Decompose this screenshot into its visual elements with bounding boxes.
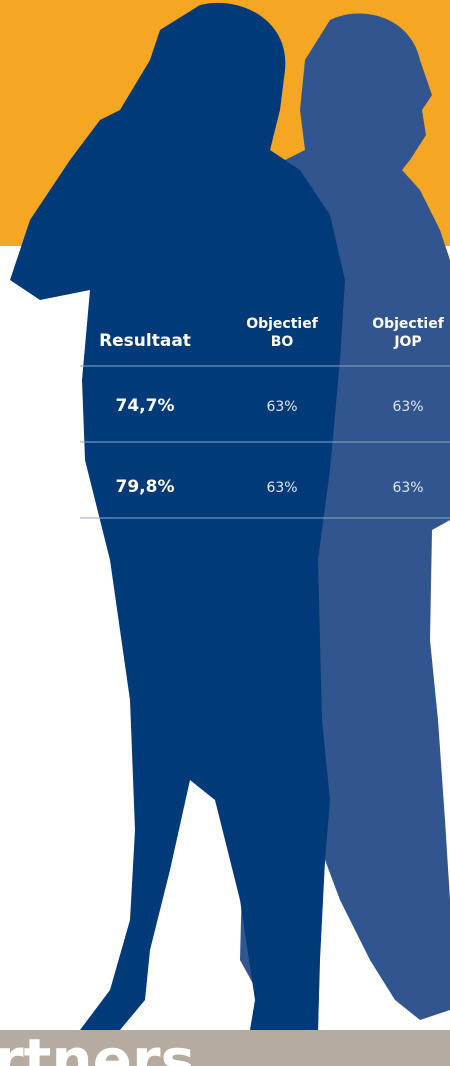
woman-silhouette — [10, 2, 345, 1031]
table-cell: 79,8% — [116, 477, 175, 497]
gray-band — [0, 1030, 450, 1066]
header-cell: Objectief — [246, 316, 319, 332]
footer-text: rtners — [0, 1026, 195, 1066]
table-cell: 63% — [266, 399, 297, 415]
table-cell: 74,7% — [116, 396, 175, 416]
header-cell: BO — [271, 334, 294, 350]
table-cell: 63% — [392, 399, 423, 415]
header-cell: JOP — [393, 334, 421, 350]
header-cell: Resultaat — [99, 331, 191, 351]
header-cell: Objectief — [372, 316, 445, 332]
table-cell: 63% — [392, 480, 423, 496]
table-cell: 63% — [266, 480, 297, 496]
